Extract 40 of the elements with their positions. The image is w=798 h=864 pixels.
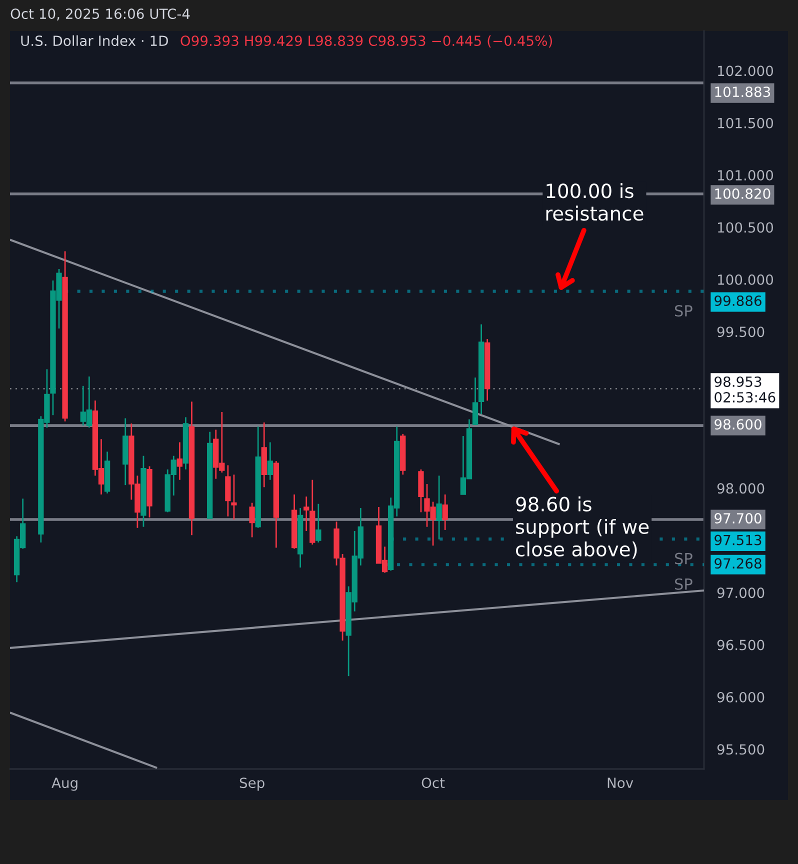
y-tick-label: 95.500	[717, 744, 764, 755]
y-tick-label: 101.500	[718, 118, 774, 128]
y-tick-label: 96.500	[717, 640, 764, 650]
x-tick-label: Sep	[240, 778, 264, 791]
ref-line-label: 97.700	[714, 513, 762, 524]
data-label: 97.513	[714, 534, 762, 546]
chart-title: U.S. Dollar Index · 1D	[21, 35, 168, 46]
candlestick	[267, 442, 273, 481]
data-label: 97.268	[714, 558, 762, 569]
y-tick-label: 96.000	[717, 692, 764, 702]
y-tick-label: 100.000	[718, 274, 774, 285]
x-tick-label: Oct	[422, 778, 445, 788]
text: Oct 10, 2025 16:06 UTC-4	[10, 8, 190, 20]
chart-subtitle: O99.393 H99.429 L98.839 C98.953 −0.445 (−0.45%)	[180, 35, 552, 48]
series-label: SP	[674, 578, 692, 590]
candlestick	[436, 474, 442, 540]
candlestick	[231, 474, 237, 520]
candlestick	[472, 376, 478, 426]
annotation: 98.60 is support (if we close above)	[516, 496, 649, 559]
candlestick	[249, 502, 255, 538]
legend-label: SP	[674, 552, 692, 564]
annotation: 100.00 is resistance	[546, 183, 644, 221]
legend-label: SP	[674, 305, 692, 317]
x-tick-label: Nov	[608, 778, 634, 788]
candlestick	[304, 496, 310, 532]
y-tick-label: 101.000	[718, 170, 774, 181]
candlestick	[442, 494, 448, 531]
ref-line-label: 100.820	[715, 188, 770, 199]
candlestick	[316, 503, 322, 544]
ref-line-label: 98.953 02:53:46	[714, 376, 776, 403]
x-tick-label: Aug	[52, 778, 78, 791]
y-tick-label: 102.000	[718, 66, 774, 76]
ref-line-label: 98.600	[714, 419, 762, 430]
ref-line-label: 101.883	[715, 86, 770, 98]
y-tick-label: 100.500	[718, 222, 774, 233]
data-label: 99.886	[714, 295, 762, 306]
candlestick	[176, 442, 182, 481]
y-tick-label: 97.000	[717, 588, 764, 598]
y-tick-label: 99.500	[717, 326, 764, 338]
y-tick-label: 98.000	[717, 483, 764, 494]
